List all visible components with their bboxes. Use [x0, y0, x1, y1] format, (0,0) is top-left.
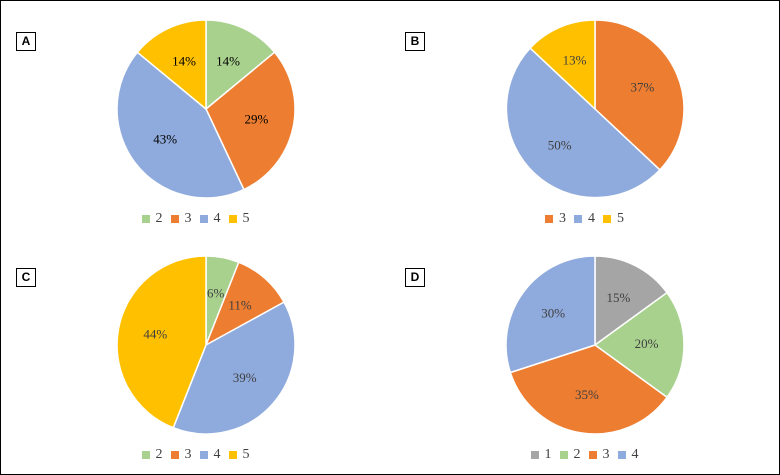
- legend-swatch: [141, 451, 150, 459]
- data-label: 50%: [548, 138, 572, 153]
- chart-panel-c: C 6% 11% 39% 44% 2 3 4 5: [1, 237, 390, 473]
- legend-item: 5: [228, 447, 250, 463]
- pie-chart: 6%11% 39% 44%: [116, 255, 296, 435]
- legend-label: 3: [184, 447, 192, 462]
- data-label: 14%: [216, 53, 240, 68]
- legend: 1 2 3 4: [390, 447, 779, 463]
- pie-slice-5: [116, 255, 207, 429]
- data-label: 15%: [606, 290, 630, 305]
- legend-item: 3: [170, 211, 192, 227]
- pie-slice-5: [136, 19, 207, 111]
- chart-panel-d: D 15% 20% 35% 30% 1 2 3 4: [390, 237, 779, 473]
- legend-label: 5: [242, 447, 250, 462]
- data-label: 37%: [630, 79, 654, 94]
- legend-label: 3: [602, 447, 610, 462]
- legend-label: 4: [213, 447, 221, 462]
- data-label: 44%: [143, 326, 167, 341]
- pie-slice-3: [509, 344, 669, 435]
- pie-slice-1: [594, 255, 669, 347]
- legend-swatch: [199, 215, 208, 223]
- legend-item: 4: [199, 211, 221, 227]
- data-label: 35%: [575, 387, 599, 402]
- legend: 3 4 5: [390, 211, 779, 227]
- panel-label: A: [16, 32, 36, 51]
- legend-label: 5: [617, 211, 624, 226]
- legend-swatch: [574, 215, 582, 223]
- legend-item: 4: [617, 447, 639, 463]
- pie-chart: 37% 50% 13%: [505, 19, 685, 199]
- legend-item: 3: [588, 447, 610, 463]
- data-label: 6%: [207, 285, 225, 300]
- legend-swatch: [170, 215, 179, 223]
- data-label: 20%: [635, 336, 659, 351]
- legend-swatch: [228, 215, 237, 223]
- pie-chart: 15% 20% 35% 30%: [505, 255, 685, 435]
- pie-slice-4: [505, 255, 596, 374]
- pie-slice-2: [205, 19, 276, 111]
- legend-label: 2: [155, 447, 163, 462]
- legend-label: 4: [588, 211, 595, 226]
- legend: 2 3 4 5: [1, 211, 390, 227]
- legend-item: 5: [228, 211, 250, 227]
- data-label: 29%: [244, 111, 268, 126]
- legend-swatch: [588, 451, 597, 459]
- legend-swatch: [530, 451, 539, 459]
- pie-slice-3: [594, 19, 685, 171]
- legend-label: 1: [544, 447, 552, 462]
- legend-item: 1: [530, 447, 552, 463]
- legend-item: 4: [574, 211, 595, 227]
- data-label: 43%: [153, 132, 177, 147]
- legend-label: 3: [184, 211, 192, 226]
- panel-label: B: [405, 32, 425, 51]
- legend-label: 4: [213, 211, 221, 226]
- pie-chart: 14% 29% 43% 14%: [116, 19, 296, 199]
- legend-item: 5: [603, 211, 624, 227]
- legend-swatch: [170, 451, 179, 459]
- legend-item: 3: [170, 447, 192, 463]
- legend-swatch: [603, 215, 611, 223]
- pie-slice-4: [505, 47, 661, 199]
- legend-swatch: [545, 215, 553, 223]
- legend-item: 3: [545, 211, 566, 227]
- data-label: 39%: [233, 370, 257, 385]
- data-label: 11%: [228, 297, 252, 312]
- pie-slice-4: [172, 301, 296, 435]
- data-label: 13%: [563, 53, 587, 68]
- legend-label: 5: [242, 211, 250, 226]
- legend-swatch: [559, 451, 568, 459]
- legend-label: 2: [155, 211, 163, 226]
- legend-label: 4: [631, 447, 639, 462]
- panel-label: D: [405, 268, 425, 287]
- data-label: 30%: [541, 306, 565, 321]
- legend-swatch: [199, 451, 208, 459]
- legend-label: 3: [559, 211, 566, 226]
- pie-slice-5: [529, 19, 596, 111]
- legend-item: 2: [141, 447, 163, 463]
- legend-item: 2: [141, 211, 163, 227]
- pie-slice-2: [593, 291, 685, 399]
- chart-panel-a: A 14% 29% 43% 14% 2 3 4 5: [1, 1, 390, 237]
- pie-slice-4: [116, 51, 245, 199]
- legend-label: 2: [573, 447, 581, 462]
- data-label: 14%: [172, 53, 196, 68]
- legend-swatch: [141, 215, 150, 223]
- legend-swatch: [228, 451, 237, 459]
- legend-item: 4: [199, 447, 221, 463]
- legend: 2 3 4 5: [1, 447, 390, 463]
- legend-swatch: [617, 451, 626, 459]
- panel-label: C: [16, 268, 36, 287]
- chart-panel-b: B 37% 50% 13% 3 4 5: [390, 1, 779, 237]
- legend-item: 2: [559, 447, 581, 463]
